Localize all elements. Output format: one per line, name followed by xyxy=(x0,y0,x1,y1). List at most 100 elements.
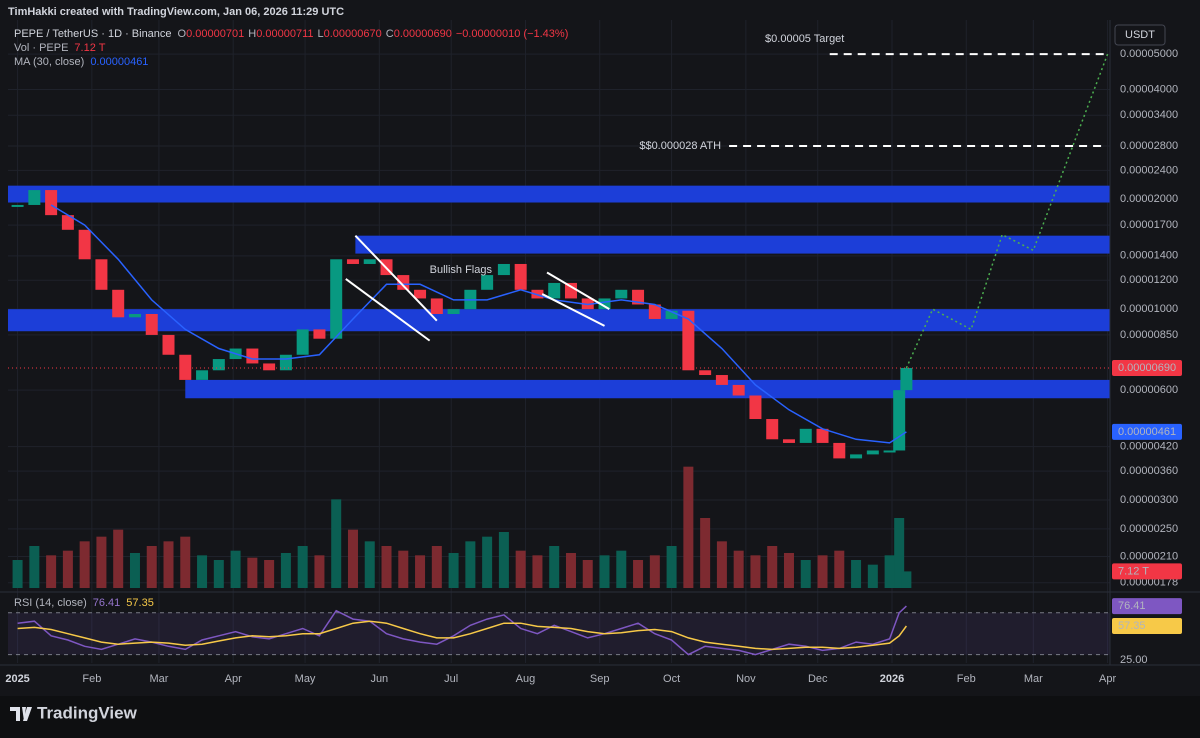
price-body xyxy=(749,395,762,420)
price-body xyxy=(363,259,376,264)
x-tick-label: Dec xyxy=(808,673,828,685)
volume-bar xyxy=(666,546,677,588)
price-body xyxy=(196,370,209,380)
y-tick-label: 0.00000178 xyxy=(1120,577,1178,589)
ma-name: MA (30, close) xyxy=(14,56,84,68)
currency[interactable]: USDT xyxy=(1125,29,1155,41)
rsi-ma-tag xyxy=(1112,618,1182,635)
y-tick-label: 0.00002400 xyxy=(1120,164,1178,176)
volume-bar xyxy=(96,536,107,588)
volume-bar xyxy=(197,555,208,588)
rsi-legend: RSI (14, close) 76.41 57.35 xyxy=(14,597,154,609)
price-body xyxy=(715,375,728,385)
y-tick-label: 0.00001000 xyxy=(1120,303,1178,315)
y-tick-label: 0.00001200 xyxy=(1120,274,1178,286)
zone xyxy=(355,235,1110,254)
price-body xyxy=(497,263,510,276)
price-body xyxy=(162,334,175,355)
price-body xyxy=(45,190,58,216)
ma-legend: MA (30, close) 0.00000461 xyxy=(14,56,148,68)
volume-tag xyxy=(1112,563,1182,580)
credit: TimHakki created with TradingView.com, J… xyxy=(8,6,344,18)
volume-bar xyxy=(331,499,342,588)
volume-bar xyxy=(884,555,895,588)
y-tick-label: 0.00004000 xyxy=(1120,83,1178,95)
volume-bar xyxy=(79,541,90,588)
y-tick-label: 0.00001700 xyxy=(1120,219,1178,231)
level-label: $0.00005 Target xyxy=(765,33,844,45)
price-body xyxy=(598,298,611,310)
ohlc-value: 0.00000690 xyxy=(394,28,452,40)
y-tick-label: 0.00002000 xyxy=(1120,193,1178,205)
x-tick-label: Jul xyxy=(444,673,458,685)
price-body xyxy=(850,454,863,459)
price-body xyxy=(296,329,309,355)
volume-bar xyxy=(565,553,576,588)
volume-bar xyxy=(616,550,627,588)
volume-bar xyxy=(582,560,593,588)
rsi-tick-label: 25.00 xyxy=(1120,654,1148,666)
volume-bar xyxy=(381,546,392,588)
price-body xyxy=(313,329,326,339)
volume-bar xyxy=(146,546,157,588)
volume-bar xyxy=(398,550,409,588)
volume-bar xyxy=(783,553,794,588)
price-body xyxy=(128,313,141,318)
x-tick-label: Mar xyxy=(149,673,168,685)
plot-layer: 0.00005000 0.00004000 0.00003400 0.00002800… xyxy=(5,20,1182,685)
brand: TradingView xyxy=(10,703,138,722)
price-body xyxy=(246,348,259,364)
ma-tag xyxy=(1112,423,1182,440)
volume-bar xyxy=(532,555,543,588)
price-body xyxy=(263,363,276,371)
x-tick-label: 2026 xyxy=(880,673,904,685)
volume-bar xyxy=(213,560,224,588)
y-tick-label: 0.00003400 xyxy=(1120,109,1178,121)
price-body xyxy=(665,310,678,319)
brand-logo xyxy=(10,707,32,721)
y-tick-label: 0.00000210 xyxy=(1120,550,1178,562)
ohlc-value: 0.00000670 xyxy=(324,28,382,40)
ohlc-label: C xyxy=(386,28,394,40)
note: Bullish Flags xyxy=(430,264,493,276)
volume-bar xyxy=(247,557,258,588)
x-tick-label: Mar xyxy=(1024,673,1043,685)
volume-bar xyxy=(683,466,694,588)
rsi-ma-tag-label: 57.35 xyxy=(1118,620,1146,632)
price-body xyxy=(514,263,527,290)
volume-legend: Vol · PEPE 7.12 T xyxy=(14,42,106,54)
price-body xyxy=(833,442,846,459)
y-tick-label: 0.00000250 xyxy=(1120,523,1178,535)
volume-bar xyxy=(750,555,761,588)
zone xyxy=(8,309,1110,332)
price-body xyxy=(346,259,359,264)
y-tick-label: 0.00000850 xyxy=(1120,329,1178,341)
price-body xyxy=(883,450,896,453)
volume-bar xyxy=(264,560,275,588)
ma-tag-label: 0.00000461 xyxy=(1118,426,1176,438)
price-body xyxy=(893,390,906,451)
price-body xyxy=(112,289,125,318)
price-body xyxy=(548,282,561,299)
y-tick-label: 0.00001400 xyxy=(1120,250,1178,262)
price-body xyxy=(816,428,829,443)
price-body xyxy=(699,370,712,376)
volume-bar xyxy=(347,529,358,588)
volume-bar xyxy=(163,541,174,588)
volume-bar xyxy=(465,541,476,588)
price-body xyxy=(766,419,779,440)
price-body xyxy=(279,354,292,371)
volume-bar xyxy=(12,560,23,588)
x-tick-label: 2025 xyxy=(5,673,29,685)
x-tick-label: Apr xyxy=(225,673,242,685)
price-body xyxy=(28,190,41,205)
volume-bar xyxy=(817,555,828,588)
currency-button[interactable] xyxy=(1114,24,1166,46)
volume-bar xyxy=(515,550,526,588)
ohlc-label: O xyxy=(178,28,187,40)
volume-bar xyxy=(62,550,73,588)
rsi-ma-value: 57.35 xyxy=(126,597,154,609)
trendline xyxy=(345,278,431,342)
volume-bar xyxy=(633,560,644,588)
volume-bar xyxy=(129,553,140,588)
